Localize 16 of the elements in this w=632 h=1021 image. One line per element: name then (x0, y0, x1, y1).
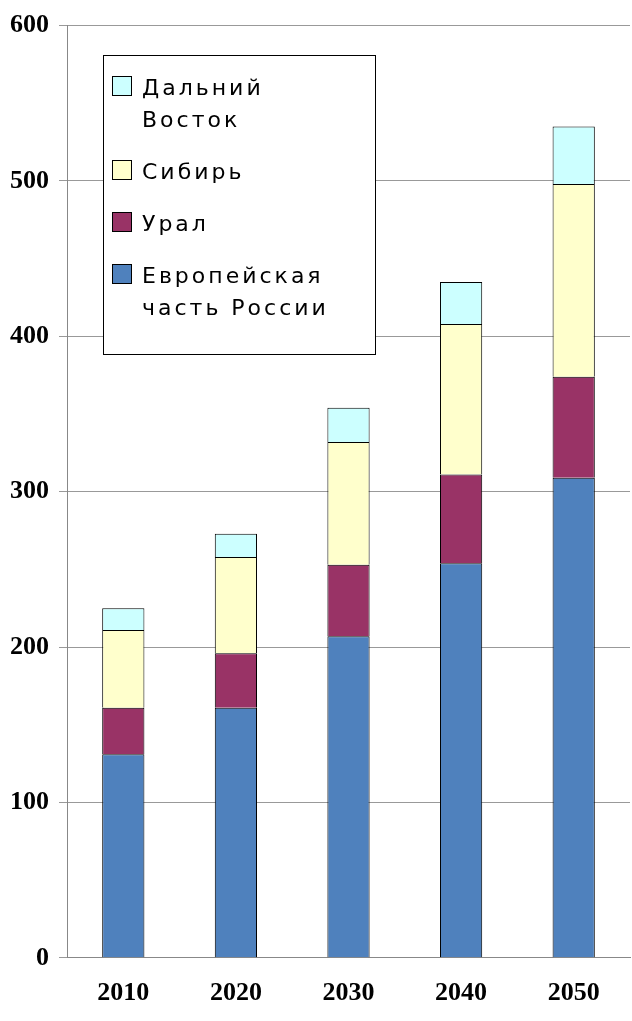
x-tick-label: 2020 (209, 977, 262, 1007)
y-tick-label: 200 (10, 630, 49, 660)
legend-label: Урал (142, 210, 209, 238)
legend-label: Европейская часть России (142, 262, 330, 322)
y-tick-label: 400 (10, 320, 49, 350)
y-tick-label: 100 (10, 786, 49, 816)
x-tick-label: 2050 (547, 977, 600, 1007)
y-tick-label: 0 (36, 941, 49, 971)
y-tick-label: 600 (10, 9, 49, 39)
x-tick-label: 2030 (322, 977, 375, 1007)
x-tick-label: 2010 (97, 977, 150, 1007)
legend-label: Сибирь (142, 158, 245, 186)
legend-label: Дальний Восток (142, 74, 265, 134)
y-tick-label: 500 (10, 164, 49, 194)
x-tick-label: 2040 (435, 977, 488, 1007)
y-tick-label: 300 (10, 475, 49, 505)
